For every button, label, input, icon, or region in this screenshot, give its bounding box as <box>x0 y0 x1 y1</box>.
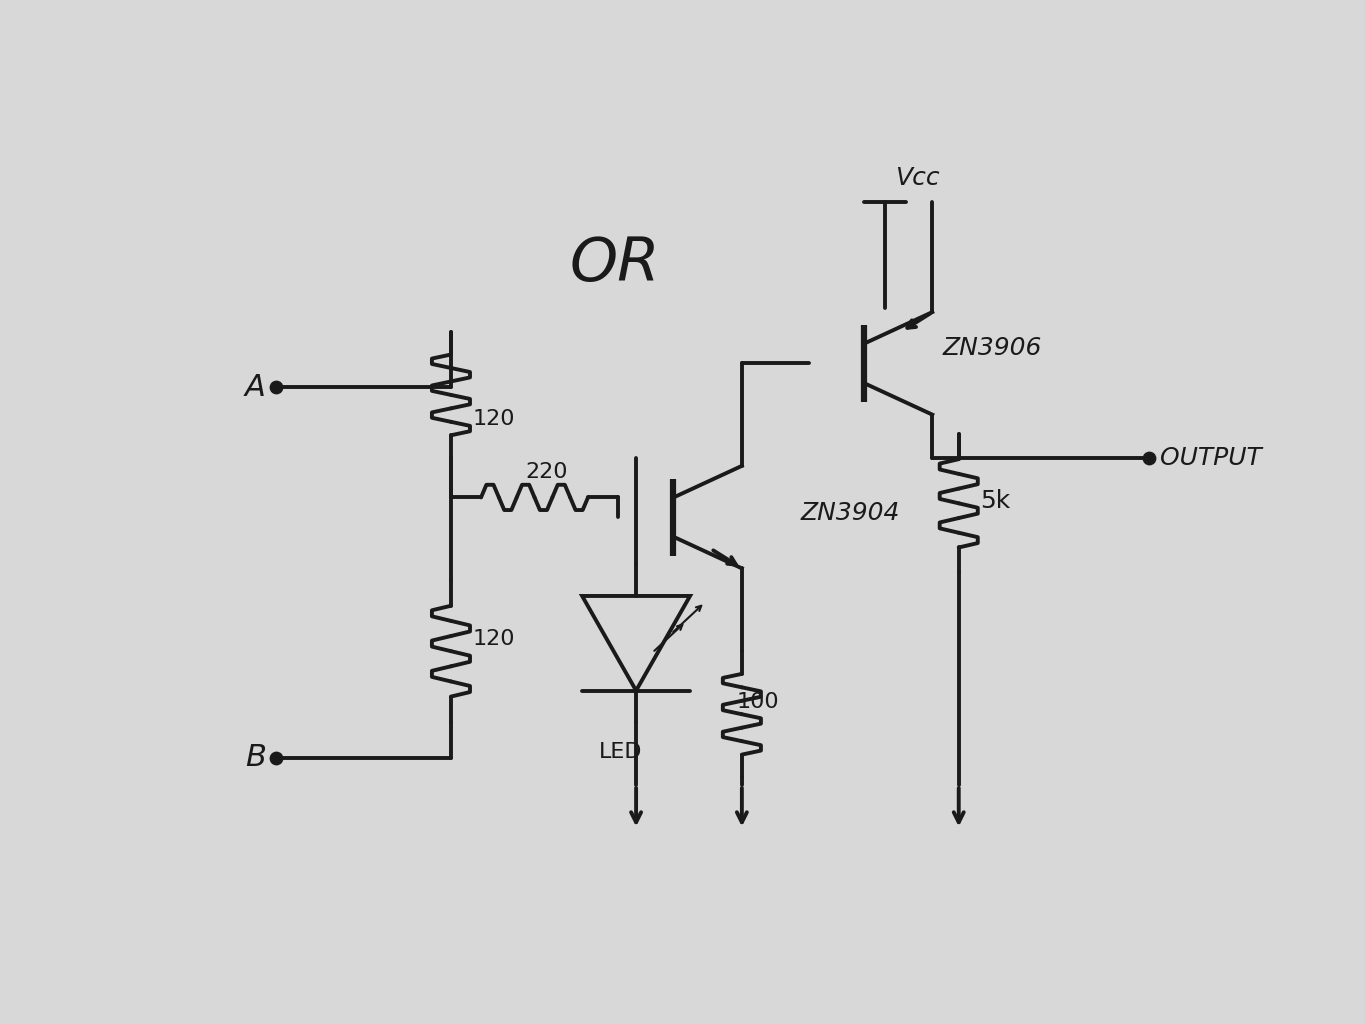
Text: 5k: 5k <box>980 489 1010 513</box>
Text: 120: 120 <box>472 630 515 649</box>
Text: OR: OR <box>569 236 661 294</box>
Text: LED: LED <box>598 741 642 762</box>
Text: A: A <box>244 373 266 401</box>
Text: ZN3904: ZN3904 <box>800 501 900 525</box>
Point <box>265 379 288 395</box>
Text: 220: 220 <box>526 462 568 481</box>
Text: 100: 100 <box>737 692 779 713</box>
Point <box>1138 450 1160 466</box>
Text: Vcc: Vcc <box>895 166 940 189</box>
Text: B: B <box>244 743 266 772</box>
Text: 120: 120 <box>472 409 515 429</box>
Text: ZN3906: ZN3906 <box>943 336 1043 359</box>
Text: OUTPUT: OUTPUT <box>1160 446 1261 470</box>
Point <box>265 750 288 766</box>
